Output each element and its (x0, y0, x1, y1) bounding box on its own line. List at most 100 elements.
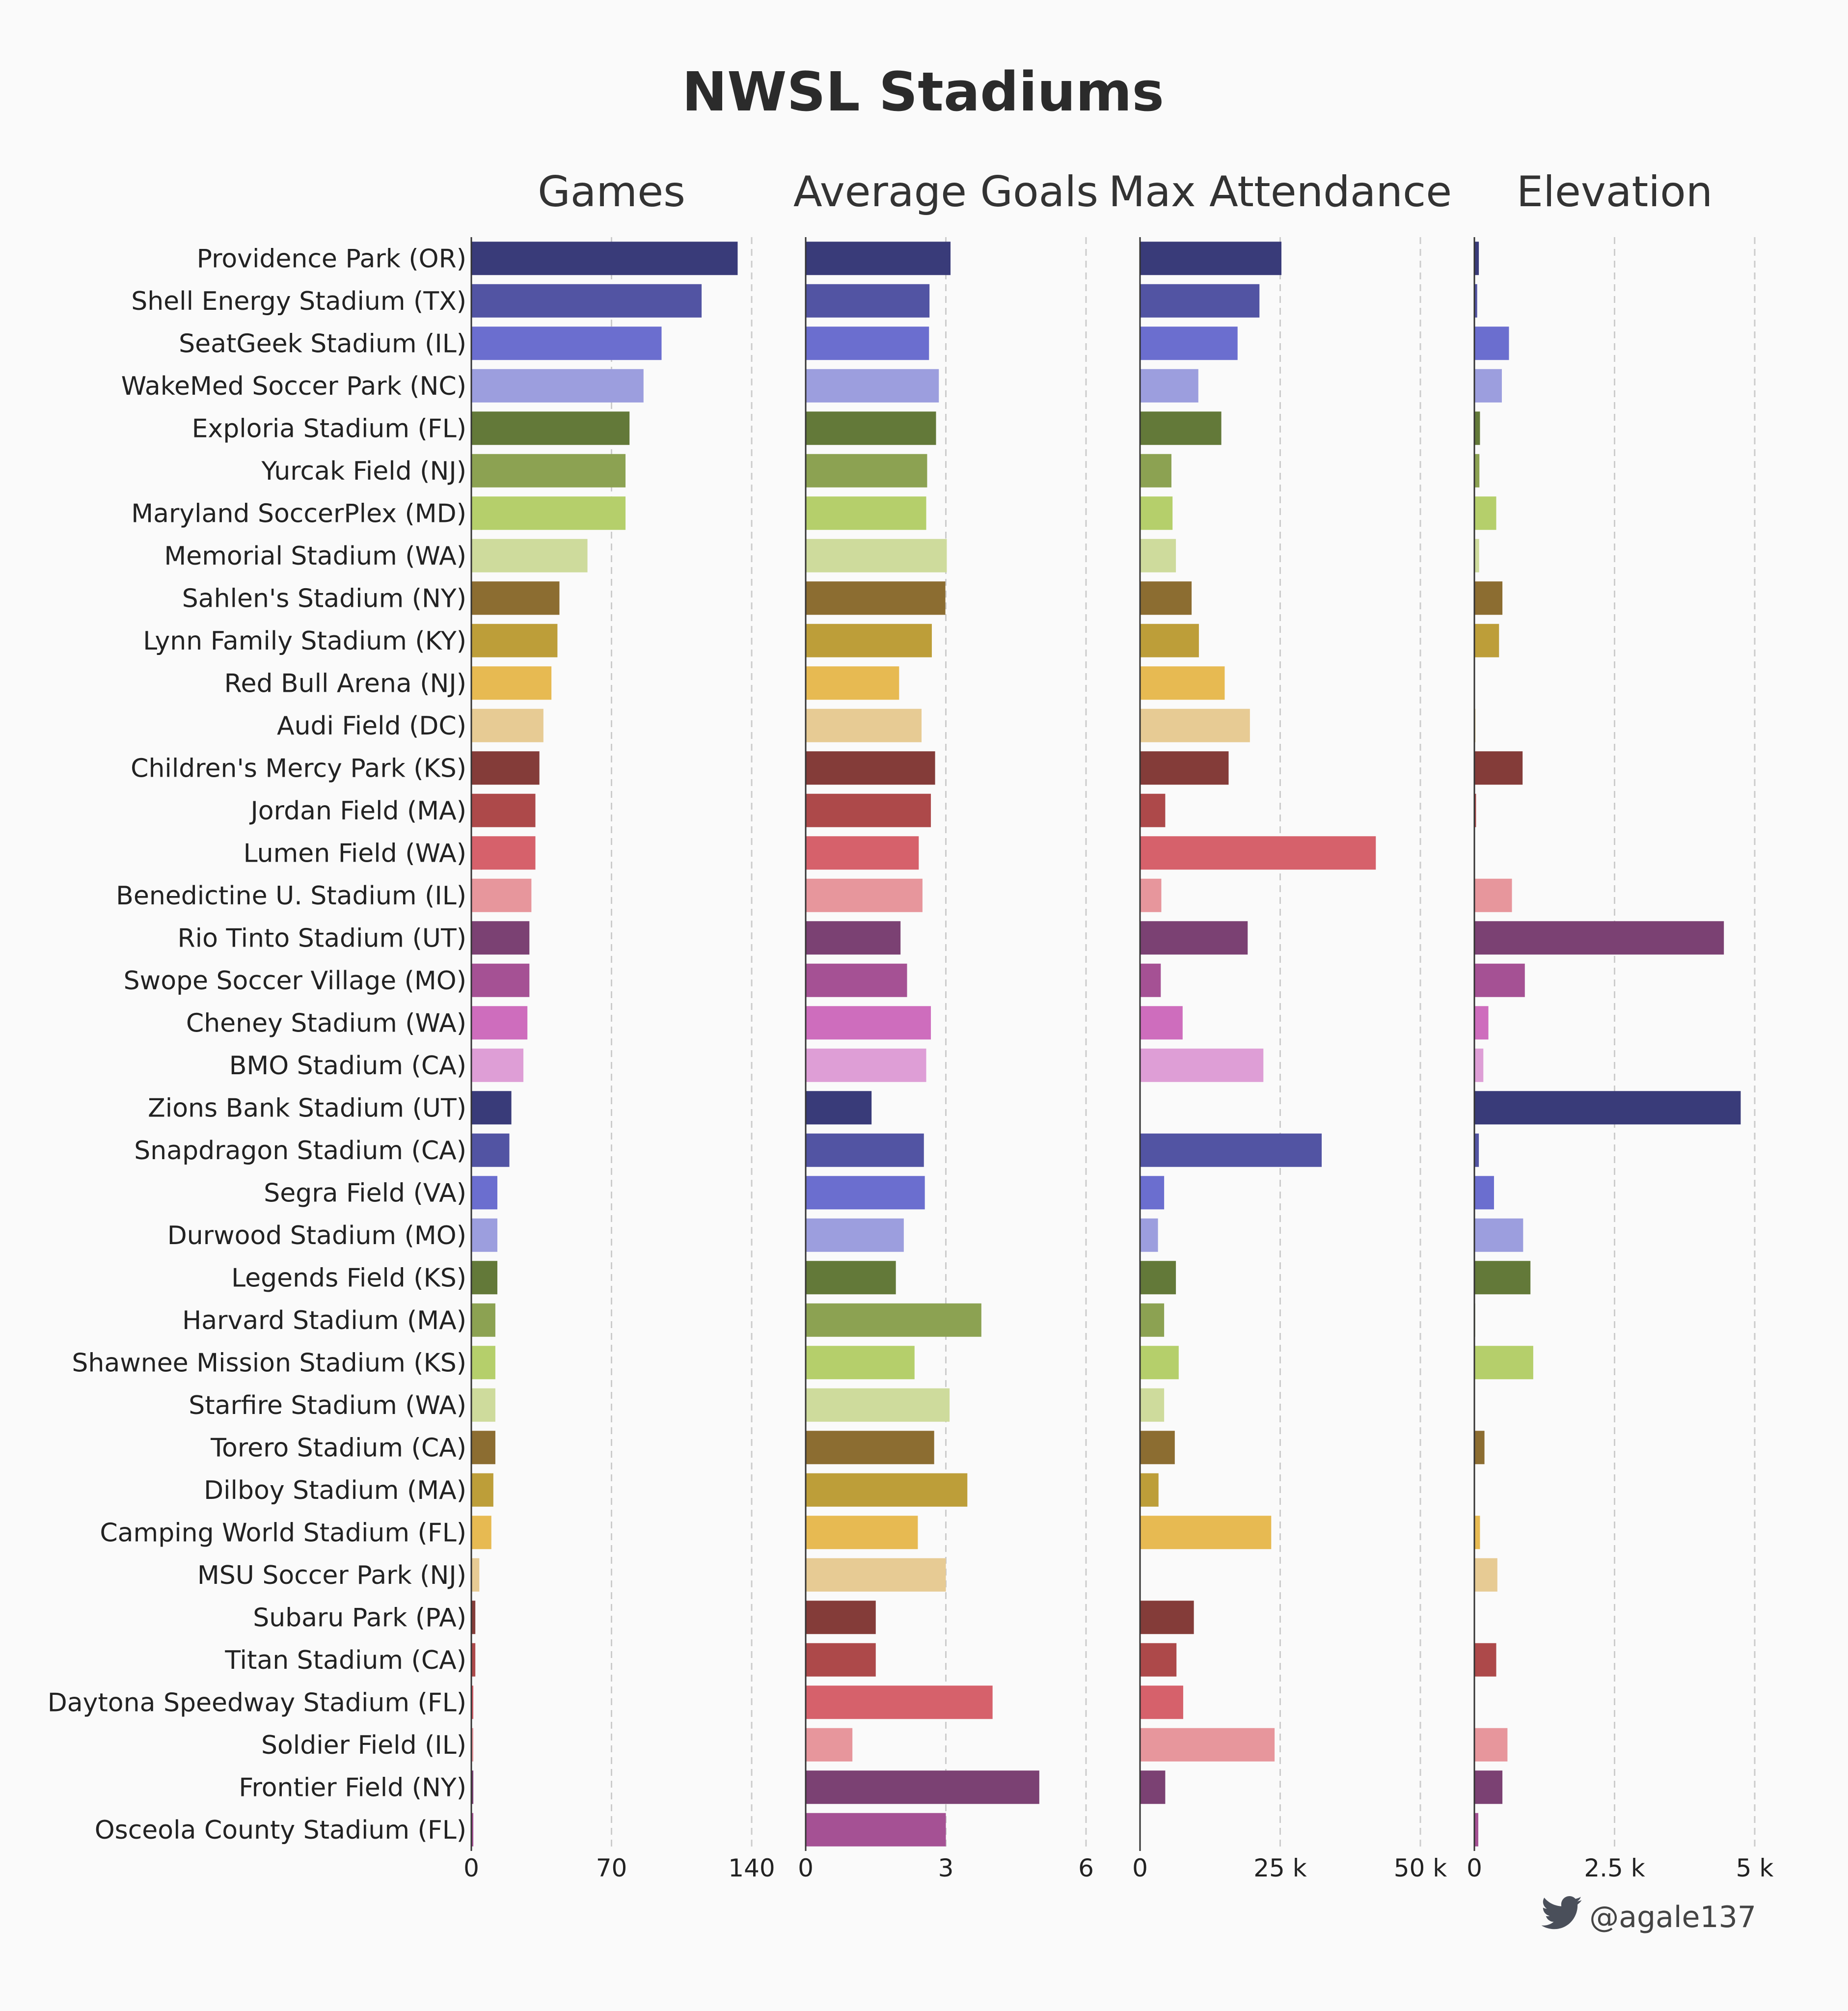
bar (471, 242, 738, 275)
bar (806, 539, 947, 572)
bar (806, 1431, 934, 1465)
tick-label: 0 (463, 1854, 479, 1882)
bar (1140, 1516, 1272, 1549)
bar (1140, 1770, 1166, 1804)
bar (1140, 793, 1166, 827)
tick-label: 140 (728, 1854, 775, 1882)
bar (471, 1770, 474, 1804)
stadium-label: Soldier Field (IL) (261, 1731, 466, 1760)
stadium-label: Benedictine U. Stadium (IL) (116, 881, 466, 911)
stadium-label: Frontier Field (NY) (239, 1773, 466, 1802)
bar (1140, 369, 1198, 403)
bar (1474, 1516, 1480, 1549)
bar (1140, 836, 1376, 870)
stadium-label: Memorial Stadium (WA) (164, 542, 466, 571)
bar (806, 1091, 872, 1125)
bar (471, 1473, 493, 1507)
tick-label: 70 (596, 1854, 627, 1882)
bar (471, 1261, 498, 1295)
bar (1474, 1813, 1478, 1847)
bar (471, 708, 544, 742)
bar (1140, 581, 1192, 615)
bar (1140, 1346, 1179, 1380)
bar (471, 1558, 480, 1592)
bar (1474, 1218, 1523, 1252)
bar (806, 624, 932, 657)
bar (1140, 878, 1162, 912)
twitter-bird-icon (1541, 1896, 1583, 1938)
bar (1474, 1431, 1485, 1465)
bar (471, 1048, 524, 1082)
bar (1140, 1601, 1194, 1634)
bar (1140, 963, 1161, 997)
bar (1474, 624, 1499, 657)
bar (471, 1133, 510, 1167)
bar (1140, 624, 1199, 657)
bar (806, 751, 935, 785)
bar (1140, 1431, 1175, 1465)
bar (471, 411, 630, 445)
bar (1474, 1346, 1533, 1380)
credit-handle: @agale137 (1589, 1900, 1756, 1934)
bar (806, 1048, 926, 1082)
panel-games: Games 0 70 140 (463, 167, 775, 1882)
stadium-label: Titan Stadium (CA) (224, 1646, 466, 1675)
stadium-label: Lumen Field (WA) (244, 839, 466, 868)
tick-label: 5 k (1736, 1854, 1774, 1882)
bar (1474, 1558, 1497, 1592)
bar (806, 284, 930, 318)
bar (806, 1643, 876, 1677)
bar (1140, 666, 1225, 700)
bar (471, 751, 540, 785)
bar (1474, 454, 1480, 488)
bar (1140, 1685, 1183, 1719)
bar (1474, 539, 1479, 572)
bar (1140, 284, 1260, 318)
bar (1140, 1176, 1165, 1210)
stadium-label: WakeMed Soccer Park (NC) (121, 372, 466, 401)
bar (1474, 242, 1479, 275)
bar (1474, 1091, 1741, 1125)
bar (1140, 751, 1229, 785)
tick-label: 0 (798, 1854, 814, 1882)
bar (1474, 921, 1724, 955)
bar (471, 1346, 495, 1380)
bar (806, 963, 907, 997)
stadium-label: Daytona Speedway Stadium (FL) (48, 1688, 466, 1717)
bar (1474, 1006, 1489, 1040)
bar (806, 1601, 876, 1634)
bar (806, 454, 927, 488)
bar (806, 921, 901, 955)
bar (1140, 539, 1176, 572)
bar (471, 793, 536, 827)
bar (1474, 369, 1502, 403)
bar (806, 242, 951, 275)
bar (471, 1388, 495, 1422)
bar (471, 496, 626, 530)
stadium-label: Shell Energy Stadium (TX) (131, 287, 466, 316)
stadium-label: Torero Stadium (CA) (210, 1433, 466, 1463)
stadium-label: Segra Field (VA) (264, 1178, 466, 1208)
bar (471, 1516, 491, 1549)
chart-title: NWSL Stadiums (682, 60, 1164, 123)
bar (1140, 1261, 1176, 1295)
bar (1474, 1728, 1508, 1762)
bar (806, 1303, 981, 1337)
bar (471, 1643, 476, 1677)
bar (471, 878, 532, 912)
bar (1474, 1176, 1494, 1210)
bar (806, 1558, 946, 1592)
stadium-label: Zions Bank Stadium (UT) (148, 1093, 466, 1123)
bar (1140, 1728, 1275, 1762)
stadium-label: Subaru Park (PA) (253, 1603, 466, 1632)
stadium-label: Yurcak Field (NJ) (261, 457, 466, 486)
bar (806, 369, 939, 403)
stadium-label: Audi Field (DC) (277, 711, 466, 741)
panel-title: Elevation (1517, 167, 1712, 217)
stadium-label: Legends Field (KS) (231, 1263, 466, 1293)
bar (471, 1091, 512, 1125)
bar (1474, 793, 1476, 827)
bar (471, 284, 702, 318)
bar (471, 581, 560, 615)
tick-label: 6 (1078, 1854, 1094, 1882)
